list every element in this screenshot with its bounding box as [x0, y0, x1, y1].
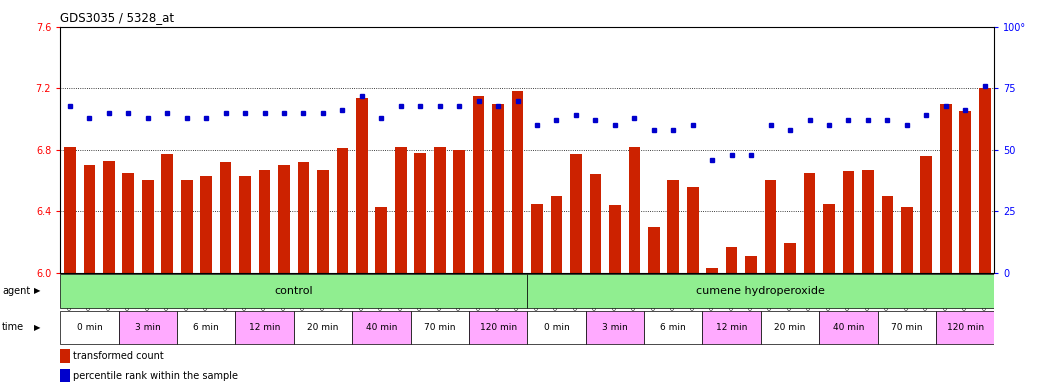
Text: 70 min: 70 min — [891, 323, 923, 332]
Bar — [376, 207, 387, 273]
Bar — [881, 196, 894, 273]
Bar — [703, 311, 761, 344]
Bar — [940, 104, 952, 273]
Bar — [200, 176, 212, 273]
Bar — [531, 204, 543, 273]
Text: 20 min: 20 min — [307, 323, 338, 332]
Bar — [220, 162, 231, 273]
Bar — [979, 88, 990, 273]
Text: GDS3035 / 5328_at: GDS3035 / 5328_at — [60, 12, 174, 25]
Text: transformed count: transformed count — [74, 351, 164, 361]
Bar — [644, 311, 703, 344]
Bar — [745, 256, 757, 273]
Bar — [765, 180, 776, 273]
Bar — [176, 311, 236, 344]
Bar — [585, 311, 644, 344]
Text: 20 min: 20 min — [774, 323, 805, 332]
Bar — [60, 311, 118, 344]
Bar — [394, 147, 407, 273]
Text: 120 min: 120 min — [947, 323, 984, 332]
Bar — [843, 171, 854, 273]
Bar — [469, 311, 527, 344]
Bar — [570, 154, 581, 273]
Bar — [352, 311, 411, 344]
Text: time: time — [2, 322, 24, 333]
Bar — [512, 91, 523, 273]
Text: 12 min: 12 min — [249, 323, 280, 332]
Bar — [162, 154, 173, 273]
Bar — [83, 165, 95, 273]
Bar — [687, 187, 699, 273]
Bar — [336, 148, 349, 273]
Bar — [60, 349, 70, 363]
Bar — [609, 205, 621, 273]
Bar — [803, 173, 816, 273]
Bar — [901, 207, 912, 273]
Text: ▶: ▶ — [34, 286, 40, 295]
Bar — [726, 247, 738, 273]
Bar — [356, 98, 367, 273]
Text: percentile rank within the sample: percentile rank within the sample — [74, 371, 239, 381]
Bar — [298, 162, 309, 273]
Text: 0 min: 0 min — [77, 323, 103, 332]
Bar — [936, 311, 994, 344]
Bar — [454, 150, 465, 273]
Bar — [142, 180, 154, 273]
Bar — [294, 311, 352, 344]
Bar — [785, 243, 796, 273]
Bar — [551, 196, 563, 273]
Bar — [236, 311, 294, 344]
Bar — [590, 174, 601, 273]
Text: 6 min: 6 min — [193, 323, 219, 332]
Bar — [122, 173, 134, 273]
Text: 12 min: 12 min — [716, 323, 747, 332]
Bar — [648, 227, 660, 273]
Bar — [527, 311, 585, 344]
Bar — [278, 165, 290, 273]
Bar — [527, 274, 994, 308]
Bar — [921, 156, 932, 273]
Bar — [181, 180, 193, 273]
Bar — [823, 204, 835, 273]
Bar — [877, 311, 936, 344]
Bar — [473, 96, 485, 273]
Bar — [118, 311, 176, 344]
Bar — [819, 311, 877, 344]
Bar — [492, 104, 504, 273]
Bar — [862, 170, 874, 273]
Bar — [629, 147, 640, 273]
Text: 0 min: 0 min — [544, 323, 570, 332]
Bar — [414, 153, 427, 273]
Text: cumene hydroperoxide: cumene hydroperoxide — [696, 286, 825, 296]
Bar — [707, 268, 718, 273]
Text: control: control — [274, 286, 313, 296]
Bar — [60, 369, 70, 382]
Bar — [258, 170, 270, 273]
Text: agent: agent — [2, 286, 30, 296]
Bar — [411, 311, 469, 344]
Bar — [318, 170, 329, 273]
Text: 3 min: 3 min — [135, 323, 161, 332]
Bar — [60, 274, 527, 308]
Text: 120 min: 120 min — [480, 323, 517, 332]
Bar — [667, 180, 679, 273]
Text: 6 min: 6 min — [660, 323, 686, 332]
Text: 40 min: 40 min — [832, 323, 864, 332]
Bar — [239, 176, 251, 273]
Text: 70 min: 70 min — [424, 323, 456, 332]
Bar — [959, 111, 972, 273]
Text: ▶: ▶ — [34, 323, 40, 332]
Text: 3 min: 3 min — [602, 323, 628, 332]
Bar — [103, 161, 114, 273]
Bar — [64, 147, 76, 273]
Bar — [761, 311, 819, 344]
Bar — [434, 147, 445, 273]
Text: 40 min: 40 min — [365, 323, 397, 332]
